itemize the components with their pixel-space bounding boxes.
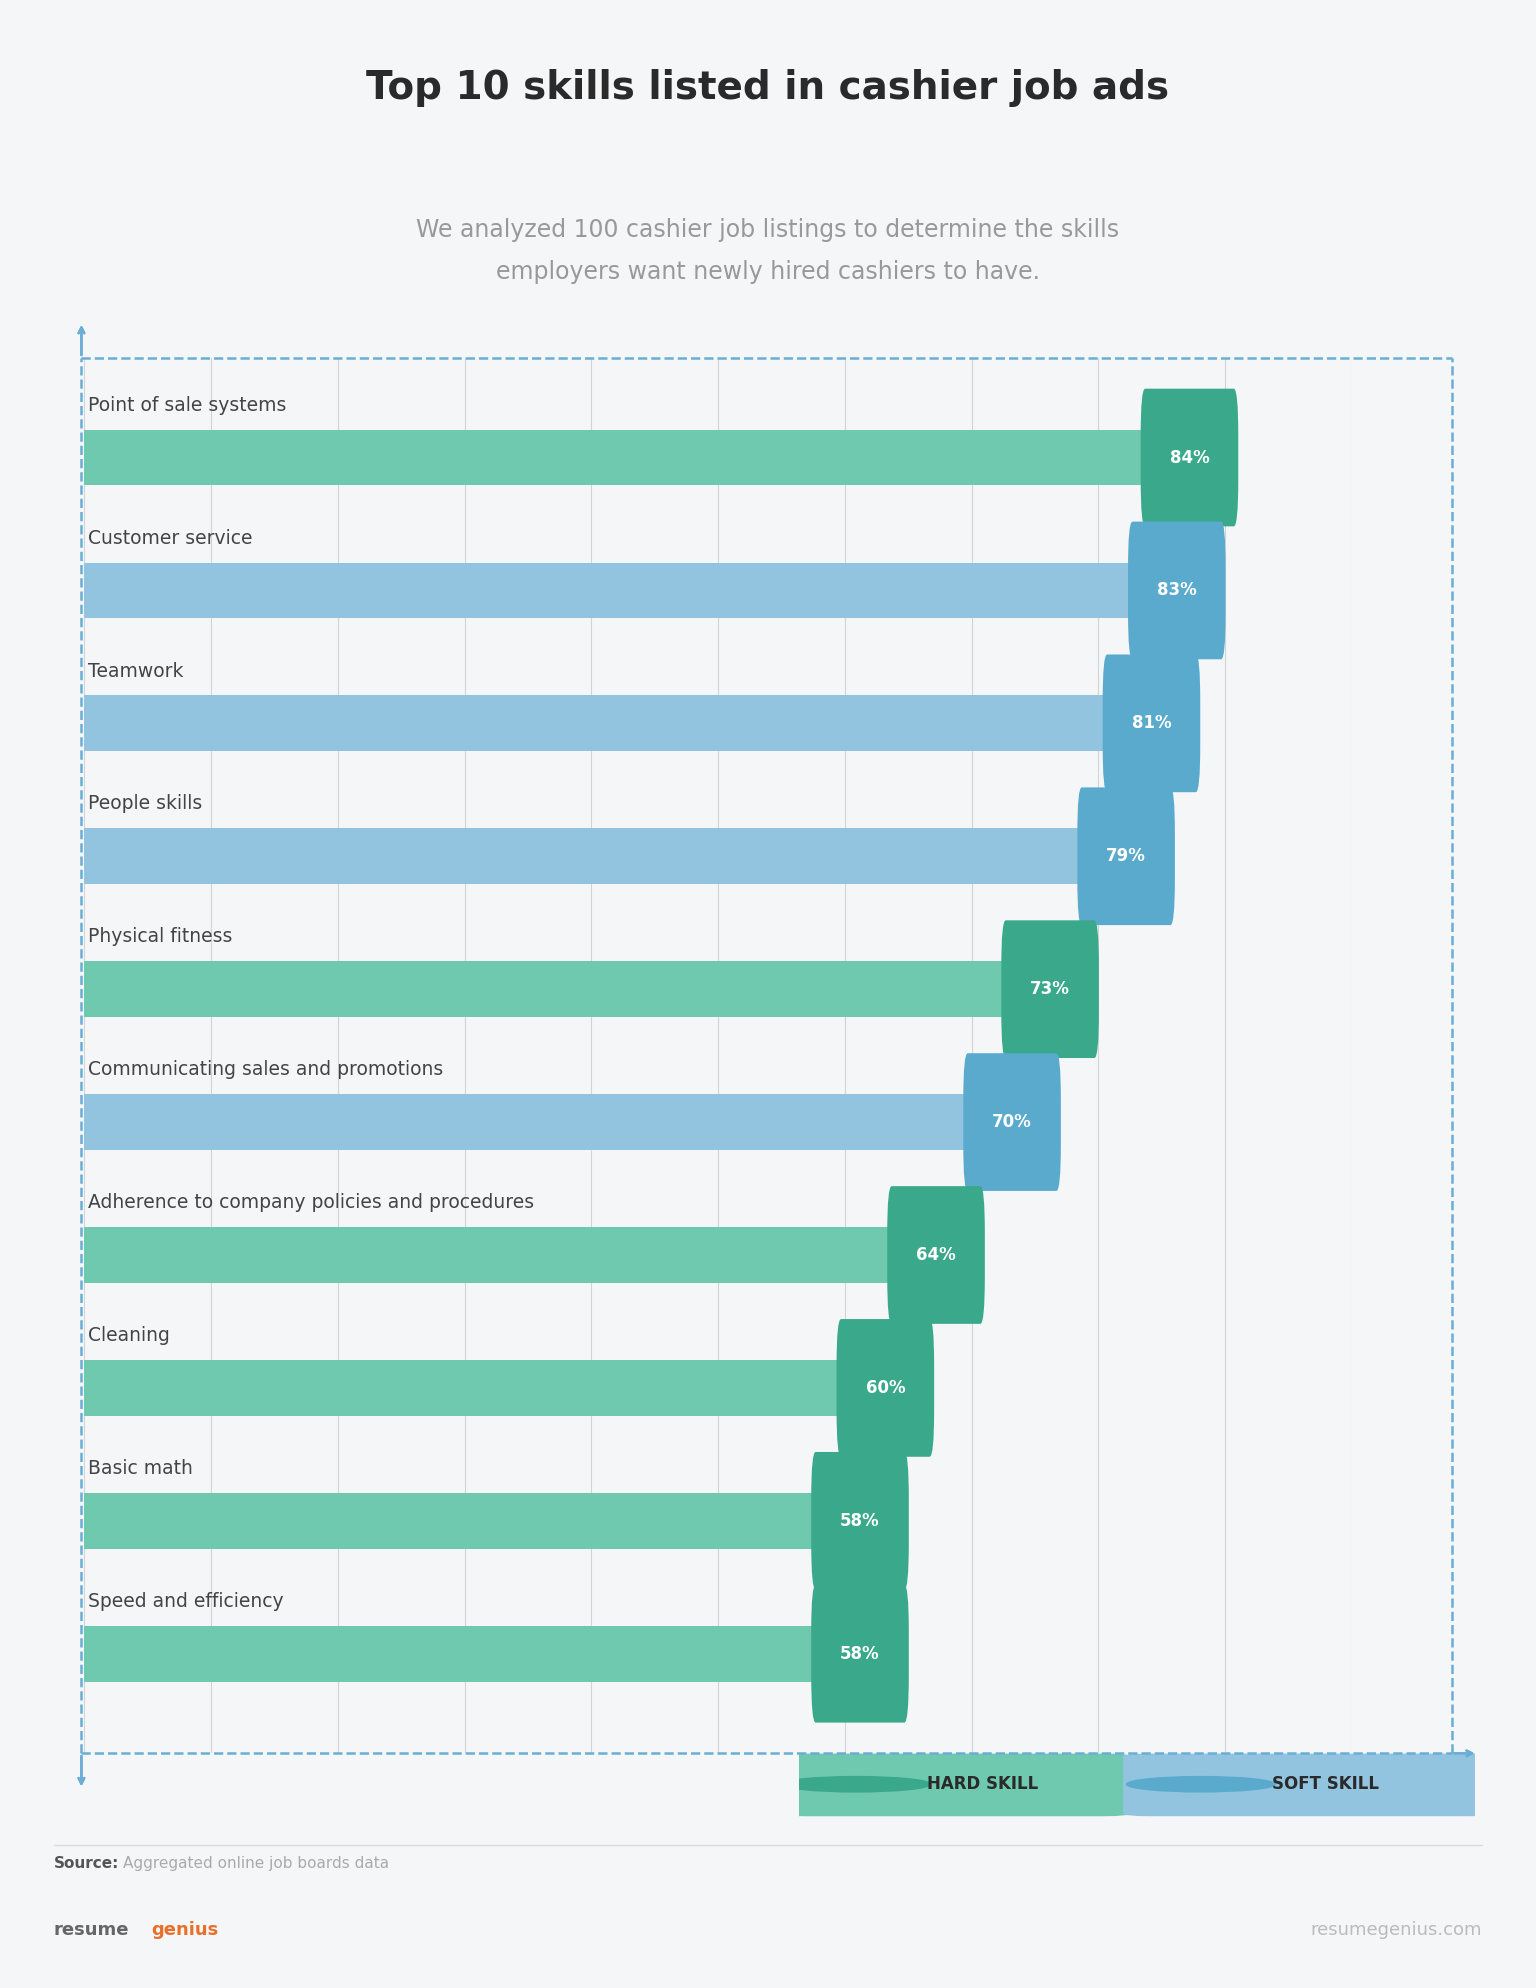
Text: 58%: 58% xyxy=(840,1511,880,1531)
Text: Physical fitness: Physical fitness xyxy=(88,926,232,946)
FancyBboxPatch shape xyxy=(1077,787,1175,924)
Text: 83%: 83% xyxy=(1157,580,1197,600)
Text: 60%: 60% xyxy=(866,1380,905,1398)
Text: resumegenius.com: resumegenius.com xyxy=(1310,1920,1482,1940)
Text: We analyzed 100 cashier job listings to determine the skills
employers want newl: We analyzed 100 cashier job listings to … xyxy=(416,219,1120,284)
FancyBboxPatch shape xyxy=(837,1320,934,1457)
Bar xyxy=(84,962,1009,1018)
FancyBboxPatch shape xyxy=(811,1451,909,1590)
Text: Customer service: Customer service xyxy=(88,529,253,547)
Circle shape xyxy=(782,1777,931,1791)
FancyBboxPatch shape xyxy=(1103,654,1200,791)
Text: 64%: 64% xyxy=(915,1246,955,1264)
Text: Point of sale systems: Point of sale systems xyxy=(88,396,287,415)
FancyBboxPatch shape xyxy=(963,1054,1061,1191)
FancyBboxPatch shape xyxy=(1141,390,1238,527)
Text: 84%: 84% xyxy=(1169,449,1209,467)
FancyBboxPatch shape xyxy=(888,1187,985,1324)
Text: Source:: Source: xyxy=(54,1857,120,1871)
Text: SOFT SKILL: SOFT SKILL xyxy=(1272,1775,1379,1793)
Text: HARD SKILL: HARD SKILL xyxy=(928,1775,1038,1793)
Text: 79%: 79% xyxy=(1106,847,1146,865)
Text: Speed and efficiency: Speed and efficiency xyxy=(88,1592,284,1610)
Text: resume: resume xyxy=(54,1920,129,1940)
Bar xyxy=(84,696,1111,751)
Text: 73%: 73% xyxy=(1031,980,1071,998)
Bar xyxy=(84,1227,895,1282)
Bar xyxy=(84,829,1086,885)
Bar xyxy=(84,1360,845,1415)
Text: genius: genius xyxy=(151,1920,218,1940)
FancyBboxPatch shape xyxy=(811,1584,909,1722)
Bar xyxy=(84,429,1149,485)
Text: Adherence to company policies and procedures: Adherence to company policies and proced… xyxy=(88,1193,535,1213)
Bar xyxy=(84,563,1137,618)
FancyBboxPatch shape xyxy=(1127,521,1226,660)
Text: 81%: 81% xyxy=(1132,714,1172,732)
FancyBboxPatch shape xyxy=(779,1753,1130,1817)
Bar xyxy=(84,1093,972,1149)
Text: People skills: People skills xyxy=(88,795,203,813)
Text: Basic math: Basic math xyxy=(88,1459,194,1477)
Bar xyxy=(84,1626,820,1682)
Bar xyxy=(84,1493,820,1549)
FancyBboxPatch shape xyxy=(1001,920,1098,1058)
Text: Aggregated online job boards data: Aggregated online job boards data xyxy=(123,1857,389,1871)
Circle shape xyxy=(1126,1777,1275,1791)
FancyBboxPatch shape xyxy=(1123,1753,1495,1817)
Text: 70%: 70% xyxy=(992,1113,1032,1131)
Text: 58%: 58% xyxy=(840,1644,880,1662)
Text: Teamwork: Teamwork xyxy=(88,662,184,680)
Text: Top 10 skills listed in cashier job ads: Top 10 skills listed in cashier job ads xyxy=(367,70,1169,107)
Text: Communicating sales and promotions: Communicating sales and promotions xyxy=(88,1060,444,1079)
Text: Cleaning: Cleaning xyxy=(88,1326,170,1346)
